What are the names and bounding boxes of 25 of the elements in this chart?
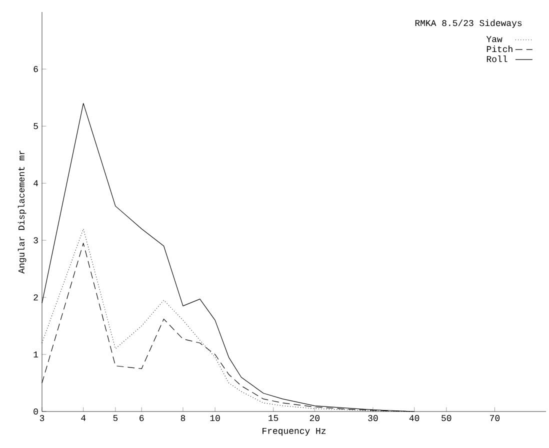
- y-tick-label: 6: [34, 66, 38, 72]
- x-tick-label: 3: [40, 415, 44, 422]
- x-axis-title: Frequency Hz: [262, 428, 326, 436]
- x-tick-label: 8: [180, 415, 186, 422]
- x-tick-label: 20: [310, 415, 320, 422]
- x-tick-label: 5: [113, 415, 118, 422]
- y-axis-title: Angular Displacement mr: [18, 150, 26, 274]
- x-tick-label: 40: [409, 415, 420, 422]
- x-tick-label: 30: [368, 415, 378, 422]
- y-tick-label: 2: [34, 294, 38, 300]
- y-tick-label: 1: [34, 351, 38, 358]
- x-tick-label: 50: [442, 415, 452, 422]
- legend-label: Yaw: [486, 36, 502, 42]
- x-tick-label: 4: [81, 415, 86, 421]
- x-tick-label: 10: [210, 415, 220, 422]
- legend-label: Roll: [486, 56, 508, 62]
- y-tick-label: 5: [34, 123, 38, 130]
- y-tick-label: 3: [34, 237, 38, 244]
- x-tick-label: 6: [140, 415, 144, 422]
- legend-label: Pitch: [486, 46, 512, 52]
- y-tick-label: 0: [34, 408, 38, 415]
- x-tick-label: 15: [268, 415, 278, 422]
- legend-title: RMKA 8.5/23 Sideways: [415, 20, 522, 28]
- y-tick-label: 4: [34, 180, 38, 186]
- x-tick-label: 70: [490, 415, 500, 422]
